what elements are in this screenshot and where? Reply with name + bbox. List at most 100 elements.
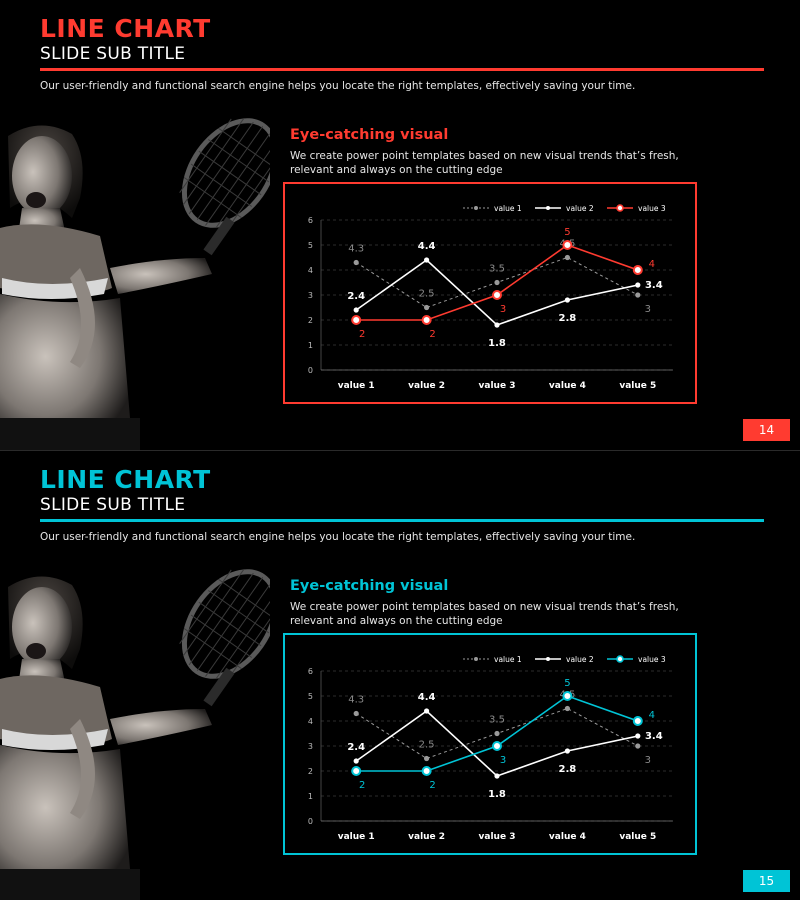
data-label: 1.8 (488, 338, 506, 349)
data-label: 3.4 (645, 280, 663, 291)
data-point (424, 755, 430, 762)
x-tick-label: value 1 (338, 381, 375, 391)
data-point (564, 748, 570, 754)
section-heading: Eye-catching visual (290, 127, 449, 143)
data-point (353, 758, 359, 764)
slide-subtitle: SLIDE SUB TITLE (40, 44, 186, 64)
data-label: 2 (359, 780, 365, 791)
x-tick-label: value 5 (619, 832, 656, 842)
data-label: 3.4 (645, 731, 663, 742)
data-point (351, 766, 362, 776)
data-label: 3.5 (489, 264, 505, 275)
data-label: 4 (649, 259, 655, 270)
legend-label: value 3 (638, 204, 666, 213)
data-label: 2.4 (347, 291, 365, 302)
y-tick-label: 5 (308, 692, 313, 701)
data-point (494, 730, 500, 737)
data-label: 5 (564, 227, 570, 238)
data-point (635, 743, 641, 749)
data-label: 5 (564, 678, 570, 689)
data-point (353, 259, 359, 266)
data-label: 2 (359, 329, 365, 340)
y-tick-label: 2 (308, 767, 313, 776)
tennis-player-photo (0, 569, 270, 900)
y-tick-label: 3 (308, 742, 313, 751)
data-point (494, 279, 500, 286)
legend-label: value 1 (494, 204, 522, 213)
data-point (564, 254, 570, 261)
data-point (562, 240, 573, 250)
legend-label: value 3 (638, 655, 666, 664)
slide: LINE CHART SLIDE SUB TITLE Our user-frie… (0, 450, 800, 900)
x-tick-label: value 4 (549, 832, 586, 842)
legend-label: value 2 (566, 204, 594, 213)
legend-marker (546, 206, 550, 210)
data-point (424, 257, 430, 263)
x-tick-label: value 2 (408, 381, 445, 391)
data-label: 2.4 (347, 742, 365, 753)
legend-marker (616, 655, 624, 663)
chart-frame: 0 1 2 3 4 5 6 value 1 value 2 value 3 value 4 value… (283, 633, 697, 855)
data-label: 1.8 (488, 789, 506, 800)
data-point (353, 307, 359, 313)
data-label: 2.5 (419, 289, 435, 300)
data-label: 2 (429, 329, 435, 340)
y-tick-label: 1 (308, 792, 313, 801)
data-label: 3 (500, 304, 506, 315)
y-tick-label: 3 (308, 291, 313, 300)
y-tick-label: 1 (308, 341, 313, 350)
legend-marker (546, 657, 550, 661)
data-label: 4.3 (348, 695, 364, 706)
y-tick-label: 5 (308, 241, 313, 250)
data-point (494, 773, 500, 779)
legend-marker (616, 204, 624, 212)
data-point (421, 766, 432, 776)
data-point (562, 691, 573, 701)
slide-subtitle: SLIDE SUB TITLE (40, 495, 186, 515)
data-point (494, 322, 500, 328)
legend-marker (474, 657, 478, 661)
data-point (492, 741, 502, 751)
data-label: 3.5 (489, 715, 505, 726)
data-point (635, 282, 641, 288)
slide-title: LINE CHART (40, 465, 211, 494)
data-point (564, 297, 570, 303)
x-tick-label: value 3 (479, 832, 516, 842)
data-point (492, 290, 502, 300)
x-tick-label: value 4 (549, 381, 586, 391)
data-label: 4.3 (348, 244, 364, 255)
x-tick-label: value 2 (408, 832, 445, 842)
y-tick-label: 6 (308, 216, 313, 225)
data-label: 4 (649, 710, 655, 721)
slide-title: LINE CHART (40, 14, 211, 43)
legend-marker (474, 206, 478, 210)
line-chart: 0 1 2 3 4 5 6 value 1 value 2 value 3 value 4 value… (308, 655, 673, 842)
data-point (635, 292, 641, 298)
data-point (353, 710, 359, 717)
data-point (564, 705, 570, 712)
data-point (632, 716, 643, 726)
data-point (421, 315, 432, 325)
data-label: 2.5 (419, 740, 435, 751)
data-label: 4.4 (418, 692, 436, 703)
x-tick-label: value 5 (619, 381, 656, 391)
data-label: 2.8 (559, 313, 577, 324)
title-divider (40, 519, 764, 522)
intro-text: Our user-friendly and functional search … (40, 531, 636, 543)
page-number-badge: 14 (743, 419, 790, 441)
data-label: 3 (500, 755, 506, 766)
y-tick-label: 0 (308, 817, 313, 826)
x-tick-label: value 3 (479, 381, 516, 391)
data-point (424, 708, 430, 714)
legend-label: value 1 (494, 655, 522, 664)
data-point (635, 733, 641, 739)
y-tick-label: 6 (308, 667, 313, 676)
line-chart: 0 1 2 3 4 5 6 value 1 value 2 value 3 value 4 value… (308, 204, 673, 391)
section-heading: Eye-catching visual (290, 578, 449, 594)
data-point (351, 315, 362, 325)
page-number-badge: 15 (743, 870, 790, 892)
y-tick-label: 2 (308, 316, 313, 325)
tennis-player-photo (0, 118, 270, 450)
data-label: 4.4 (418, 241, 436, 252)
y-tick-label: 4 (308, 266, 313, 275)
